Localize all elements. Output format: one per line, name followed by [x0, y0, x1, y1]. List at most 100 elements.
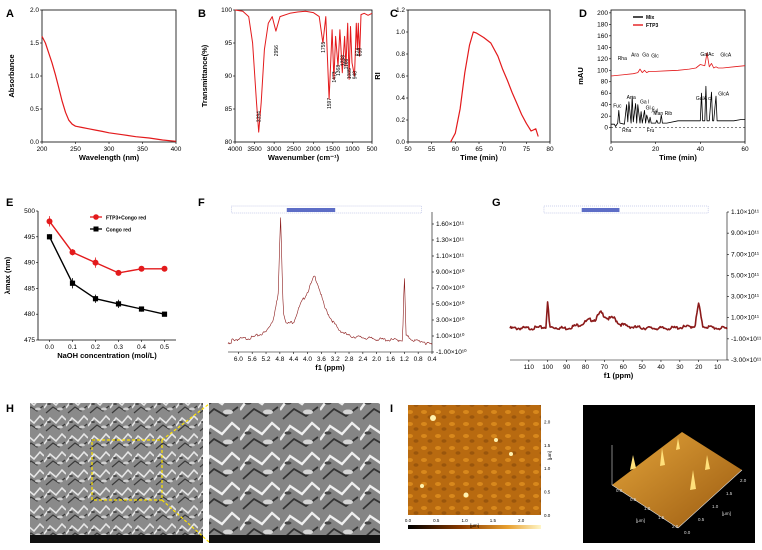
sem-zoom-line-bottom: [161, 499, 210, 543]
y-tick-label: 80: [225, 139, 233, 146]
y-tick-label: 0.2: [396, 117, 405, 124]
peak-annotation: 2956: [274, 45, 280, 56]
afm-y-tick-label: 1.0: [544, 466, 551, 471]
data-point: [69, 249, 76, 256]
legend-marker: [93, 226, 99, 232]
y-axis-title: mAU: [576, 67, 585, 85]
peak-annotation: 1085: [347, 68, 353, 79]
y-tick-label: 95: [225, 40, 233, 47]
x-tick-label: 0.0: [45, 344, 54, 351]
afm-x-tick-label: 0.0: [405, 518, 412, 523]
chart-f-1h-nmr: 6.0 5.6 5.2 4.8 4.4 4.0 3.6 3.2 2.8 2.4 2.0 1.6 1.2 0…: [227, 205, 467, 372]
peak-label-ftp3: GalAc: [700, 52, 714, 58]
y-tick-label: 1.30×10¹¹: [436, 237, 465, 244]
x-tick-label: 0.2: [91, 344, 100, 351]
y-tick-label: 1.00×10¹⁰: [436, 332, 465, 340]
x-tick-label: 200: [37, 146, 48, 153]
y-tick-label: 1.00×10¹¹: [731, 315, 760, 322]
peak-label-mix: GlcA: [718, 92, 730, 98]
legend-label: Mix: [646, 15, 655, 21]
panel-label-d: D: [579, 8, 587, 20]
y-tick-label: 9.00×10¹⁰: [436, 268, 465, 276]
peak-label-mix: Rha: [622, 128, 631, 134]
sem-info-bar: [30, 535, 203, 543]
y-axis-title: Absorbance: [7, 54, 16, 97]
x-tick-label: 65: [475, 146, 483, 153]
x-tick-label: 2.8: [344, 356, 353, 363]
peak-annotation: 874: [355, 48, 361, 57]
y-tick-label: 100: [597, 67, 608, 74]
afm-height-colorbar: [408, 525, 541, 529]
afm-3d-y-unit: [μm]: [722, 511, 731, 516]
x-tick-label: 5.6: [248, 356, 257, 363]
x-tick-label: 3000: [267, 146, 282, 153]
data-point: [92, 296, 99, 302]
afm-x-tick-label: 1.0: [461, 518, 468, 523]
afm-3d-x-tick: 1.5: [658, 515, 665, 520]
sem-image-panel: [30, 403, 380, 543]
peak-annotation: 1597: [327, 98, 333, 109]
x-tick-label: 250: [70, 146, 81, 153]
peak-pick-band: [231, 205, 422, 214]
peak-label-mix: Man: [653, 111, 663, 117]
nmr-spectrum-line: [509, 301, 728, 331]
y-tick-label: 0.5: [30, 106, 39, 113]
afm-y-tick-label: 0.5: [544, 490, 551, 495]
peak-annotation: 1755: [321, 42, 327, 53]
y-tick-label: -1.00×10¹¹: [731, 336, 762, 343]
data-point: [46, 218, 53, 225]
afm-3d-peak: [705, 455, 710, 470]
data-point: [92, 259, 99, 266]
y-tick-label: 7.00×10¹⁰: [436, 284, 465, 292]
y-tick-label: 1.2: [396, 7, 405, 14]
x-tick-label: 0.8: [414, 356, 423, 363]
y-tick-label: -1.00×10¹⁰: [436, 348, 467, 356]
x-tick-label: 3.6: [317, 356, 326, 363]
peak-label-mix: Ga l: [640, 100, 649, 106]
y-tick-label: 180: [597, 21, 608, 28]
afm-y-tick-label: 0.0: [544, 513, 551, 518]
x-tick-label: 4.0: [303, 356, 312, 363]
plot-frame: [41, 9, 177, 143]
y-tick-label: 500: [24, 208, 35, 215]
peak-label-ftp3: GlcA: [720, 52, 732, 58]
x-tick-label: 3.2: [331, 356, 340, 363]
afm-x-tick-label: 1.5: [490, 518, 497, 523]
panel-label-h: H: [6, 403, 14, 415]
x-tick-label: 55: [428, 146, 436, 153]
y-tick-label: 200: [597, 10, 608, 17]
data-point: [138, 306, 145, 312]
afm-3d-peak: [630, 455, 636, 470]
peak-annotation: 1368: [336, 65, 342, 76]
x-tick-label: 1.2: [400, 356, 409, 363]
peak-annotation: 948: [352, 71, 358, 80]
x-tick-label: 20: [695, 364, 703, 371]
peak-label-mix: Fru: [647, 128, 655, 134]
panel-label-e: E: [6, 197, 13, 209]
peak-label-ftp3: Ga: [642, 52, 649, 58]
y-tick-label: 1.0: [396, 29, 405, 36]
y-tick-label: 480: [24, 311, 35, 318]
data-point: [115, 301, 122, 307]
y-tick-label: 2.0: [30, 7, 39, 14]
ri-series-line: [450, 31, 539, 143]
afm-3d-axes: 0.0 0.5 1.0 1.5 2.0 0.0 0.5 1.0 1.5 2.0 [μm] [μm]: [616, 478, 747, 535]
x-tick-label: 30: [676, 364, 684, 371]
y-tick-label: 0.0: [396, 139, 405, 146]
series-line-ftp3: [610, 52, 746, 77]
peak-pick-cluster: [581, 208, 620, 212]
peak-label-ftp3: Glc: [651, 54, 659, 60]
plot-frame: [407, 9, 551, 143]
x-tick-label: 0.1: [68, 344, 77, 351]
y-tick-label: 120: [597, 56, 608, 63]
x-tick-label: 70: [499, 146, 507, 153]
nmr-spectrum-line: [227, 217, 433, 345]
y-tick-label: 5.00×10¹¹: [731, 272, 760, 279]
peak-label-mix: Gl c: [646, 105, 655, 111]
x-tick-label: 0: [609, 146, 613, 153]
y-tick-label: -3.00×10¹¹: [731, 357, 762, 364]
x-tick-label: 1000: [345, 146, 360, 153]
ftir-series-line: [234, 9, 373, 133]
chart-b-ftir: 4000 3500 3000 2500 2000 1500 1000 500 80 85 90 95 1…: [200, 7, 378, 162]
x-tick-label: 40: [697, 146, 705, 153]
